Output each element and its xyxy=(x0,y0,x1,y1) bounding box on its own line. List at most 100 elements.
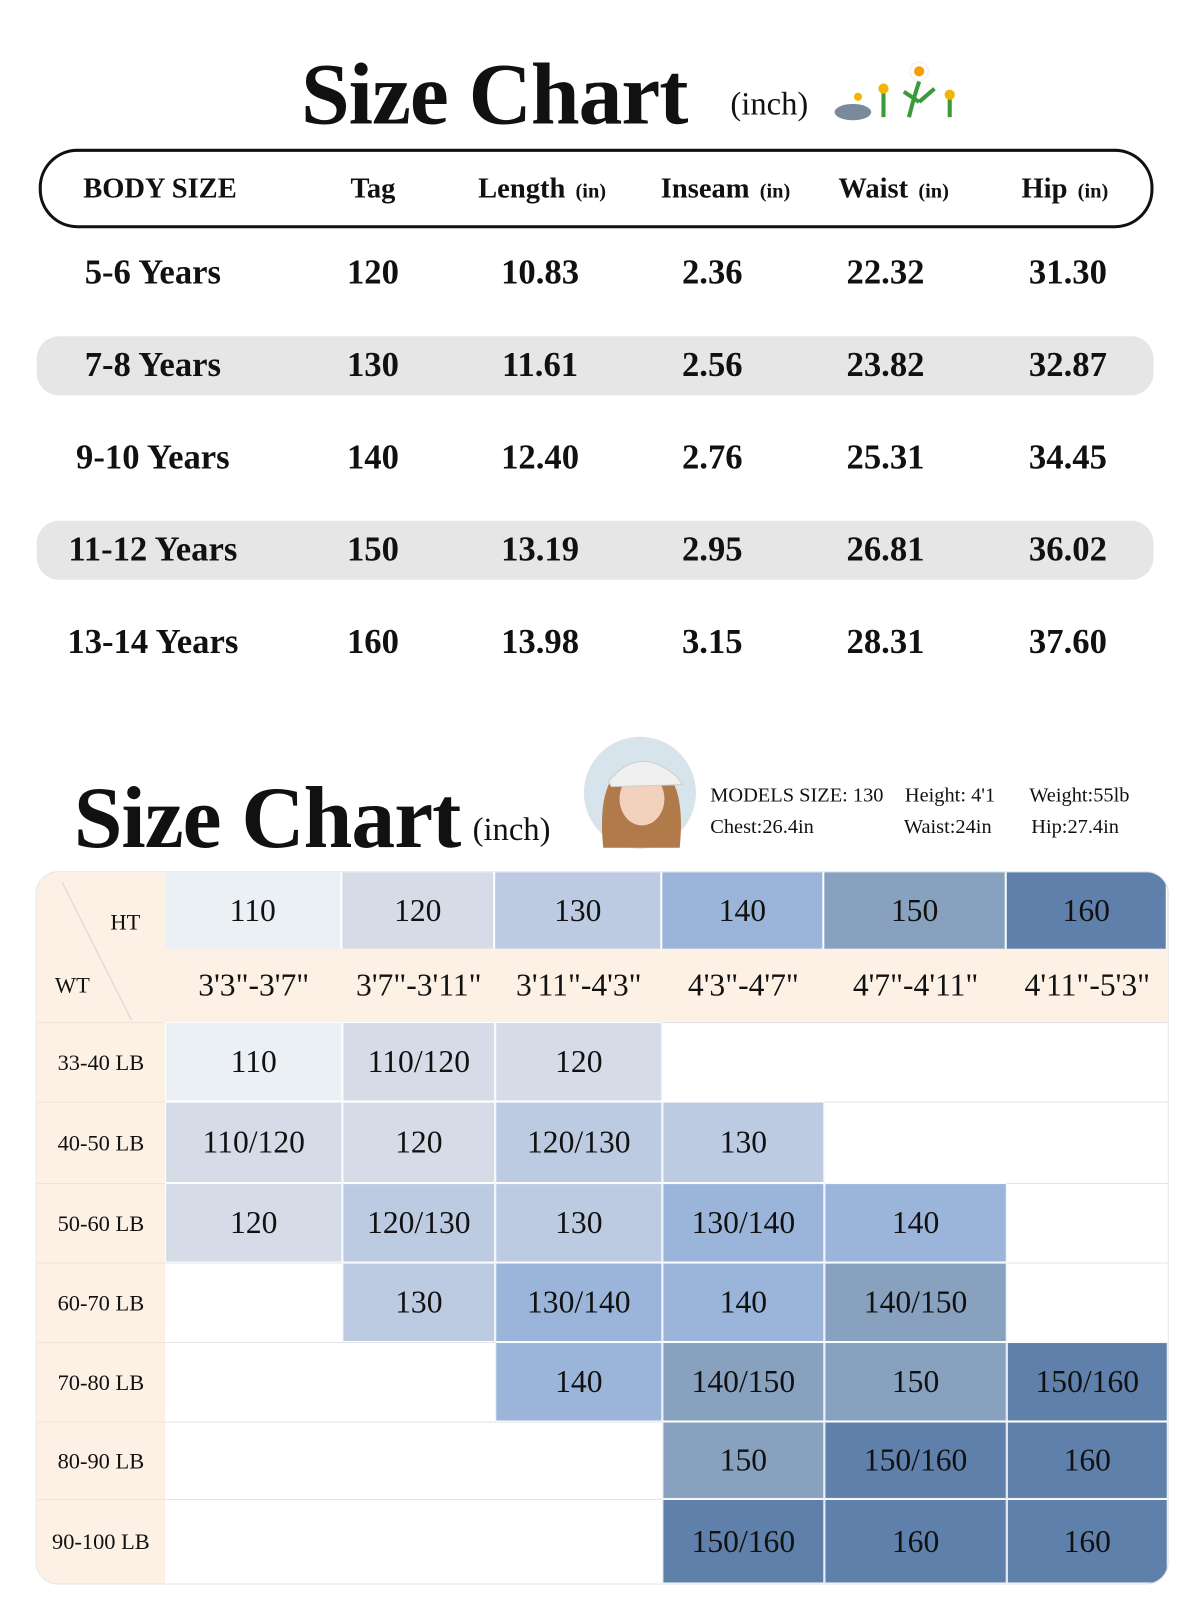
size-cell: 120/130 xyxy=(342,1183,496,1263)
height-range: 4'11"-5'3" xyxy=(1024,967,1151,1003)
size-cell: 150/160 xyxy=(824,1421,1007,1499)
cell: 120 xyxy=(346,253,399,292)
column-header: Hip (in) xyxy=(1021,173,1108,206)
column-label: Waist xyxy=(838,173,909,205)
height-header: 110 xyxy=(165,872,343,949)
cell: 22.32 xyxy=(846,253,925,292)
size-cell: 130 xyxy=(342,1262,496,1343)
size-cell: 160 xyxy=(824,1498,1007,1584)
cell: 130 xyxy=(346,346,399,384)
size-cell: 150/160 xyxy=(662,1498,825,1584)
height-header: 130 xyxy=(495,872,663,949)
cell: 34.45 xyxy=(1028,438,1107,477)
column-header: BODY SIZE xyxy=(83,173,237,206)
column-unit: (in) xyxy=(1077,180,1109,203)
size-cell: 150/160 xyxy=(1006,1342,1168,1422)
cell: 2.76 xyxy=(681,438,743,477)
height-range: 4'7"-4'11" xyxy=(852,967,979,1003)
cell: 150 xyxy=(346,531,399,570)
corner-diagonal xyxy=(61,882,133,1021)
cell: 2.95 xyxy=(681,531,743,570)
weight-range: 40-50 LB xyxy=(36,1101,166,1184)
row-line xyxy=(165,1022,1168,1024)
cell: 2.36 xyxy=(681,253,743,292)
size-cell: 120 xyxy=(342,1101,496,1184)
model-chest: Chest:26.4in xyxy=(710,815,814,839)
cell: 26.81 xyxy=(846,531,925,570)
model-hip: Hip:27.4in xyxy=(1031,815,1119,839)
fit-grid: HT WT 110 3'3"-3'7" 120 3'7"-3'11" 130 3'11"-4'… xyxy=(35,871,1169,1585)
height-header: 120 xyxy=(342,872,496,949)
weight-range: 33-40 LB xyxy=(36,1022,166,1101)
weight-range: 70-80 LB xyxy=(36,1342,166,1421)
model-waist: Waist:24in xyxy=(903,815,992,839)
cell: 23.82 xyxy=(846,346,925,384)
size-cell: 130 xyxy=(662,1101,825,1184)
column-label: Inseam xyxy=(660,173,750,205)
weight-range: 80-90 LB xyxy=(36,1421,166,1499)
unit: (inch) xyxy=(472,810,551,848)
size-cell: 130 xyxy=(495,1183,663,1263)
cell: 3.15 xyxy=(681,623,743,662)
size-cell: 130/140 xyxy=(495,1262,663,1343)
cell: 13.98 xyxy=(501,623,580,662)
model-size: MODELS SIZE: 130 xyxy=(710,784,884,807)
cell: 7-8 Years xyxy=(84,346,222,384)
cell: 31.30 xyxy=(1028,253,1107,292)
column-label: BODY SIZE xyxy=(83,173,237,205)
size-cell: 130/140 xyxy=(662,1183,825,1263)
cell: 36.02 xyxy=(1028,531,1107,570)
size-cell: 140 xyxy=(662,1262,825,1343)
height-range: 4'3"-4'7" xyxy=(687,967,799,1003)
cell: 25.31 xyxy=(846,438,925,477)
size-cell: 150 xyxy=(662,1421,825,1499)
size-cell: 160 xyxy=(1006,1498,1168,1584)
column-header: Inseam (in) xyxy=(661,173,791,206)
column-label: Length xyxy=(478,173,566,205)
cell: 160 xyxy=(346,623,399,662)
cell: 11-12 Years xyxy=(68,531,238,570)
size-cell: 140/150 xyxy=(824,1262,1007,1343)
cell: 140 xyxy=(346,438,399,477)
column-unit: (in) xyxy=(575,180,607,203)
cell: 28.31 xyxy=(846,623,925,662)
size-cell: 160 xyxy=(1006,1421,1168,1499)
model-weight: Weight:55lb xyxy=(1029,784,1130,807)
header-pill xyxy=(38,148,1154,229)
weight-column-bg xyxy=(36,872,166,1584)
size-cell: 140 xyxy=(824,1183,1007,1263)
size-cell: 120 xyxy=(165,1183,343,1263)
size-cell: 150 xyxy=(824,1342,1007,1422)
cell: 32.87 xyxy=(1028,346,1107,384)
size-cell: 110 xyxy=(165,1022,343,1102)
model-height: Height: 4'1 xyxy=(904,784,996,807)
column-header: Waist (in) xyxy=(838,173,949,206)
weight-label: WT xyxy=(54,972,90,998)
cell: 12.40 xyxy=(501,438,580,477)
cell: 2.56 xyxy=(681,346,743,384)
size-cell: 120/130 xyxy=(495,1101,663,1184)
cell: 9-10 Years xyxy=(76,438,230,477)
cell: 13-14 Years xyxy=(67,623,239,662)
column-header: Tag xyxy=(350,173,395,206)
cell: 13.19 xyxy=(501,531,580,570)
column-label: Tag xyxy=(350,173,396,205)
row-band xyxy=(36,521,1154,581)
model-photo xyxy=(583,736,696,849)
unit: (inch) xyxy=(730,85,809,122)
size-cell: 140 xyxy=(495,1342,663,1422)
weight-range: 60-70 LB xyxy=(36,1262,166,1342)
height-header: 160 xyxy=(1006,872,1168,949)
column-unit: (in) xyxy=(918,180,949,203)
height-range: 3'7"-3'11" xyxy=(356,967,482,1003)
cell: 11.61 xyxy=(502,346,579,384)
size-cell: 110/120 xyxy=(165,1101,343,1184)
height-range: 3'11"-4'3" xyxy=(516,967,642,1003)
size-cell: 120 xyxy=(495,1022,663,1102)
row-band xyxy=(36,336,1154,396)
cell: 37.60 xyxy=(1028,623,1107,662)
height-header: 140 xyxy=(662,872,825,949)
size-cell: 140/150 xyxy=(662,1342,825,1422)
column-label: Hip xyxy=(1021,173,1068,205)
